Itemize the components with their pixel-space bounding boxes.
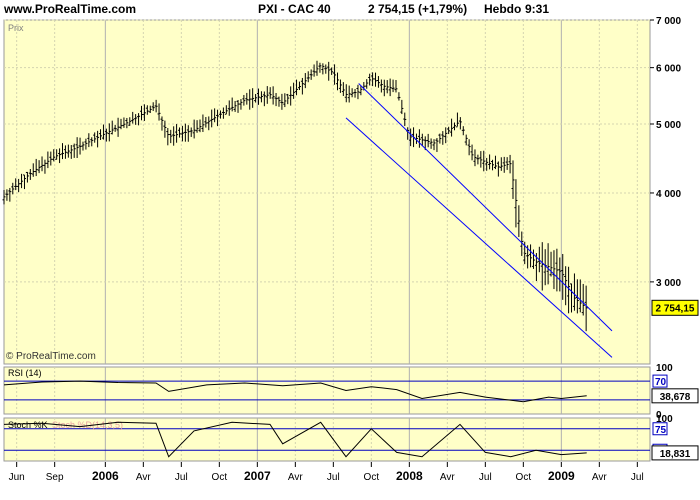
y-tick-label: 5 000 [656,120,681,131]
x-tick-label: Jun [9,472,25,483]
x-tick-label: Oct [212,472,228,483]
rsi-grid [4,367,650,414]
x-tick-label: Jul [175,472,188,483]
stoch-panel[interactable]: Stoch %K Stoch %D(14,3,5) 1007525 18,831 [3,414,699,462]
y-tick-label: 100 [656,414,673,425]
x-tick-label: 2006 [92,469,119,483]
price-bars [2,60,588,332]
price-readout: 2 754,15 (+1,79%) [368,2,468,16]
watermark: © ProRealTime.com [6,351,96,362]
instrument-name: PXI - CAC 40 [258,2,331,16]
x-tick-label: Oct [364,472,380,483]
x-tick-label: Oct [516,472,532,483]
x-tick-label: 2007 [244,469,271,483]
site-title[interactable]: www.ProRealTime.com [4,2,137,16]
rsi-last-label: 38,678 [660,392,691,403]
trend-line [345,117,613,358]
trend-line [358,83,613,332]
x-tick-label: Jul [327,472,340,483]
rsi-last-badge: 38,678 [651,388,699,404]
price-panel-label: Prix [8,23,24,33]
oscillator-line [3,380,587,403]
period-label: Hebdo [484,2,522,16]
x-tick-label: Jul [479,472,492,483]
stoch-last-badge: 18,831 [651,445,699,461]
y-tick-label: 70 [655,377,667,388]
y-tick-label: 0 [656,410,662,421]
x-tick-label: Avr [136,472,151,483]
stoch-line [3,421,587,458]
y-tick-label: 4 000 [656,189,681,200]
y-tick-label: 3 000 [656,278,681,289]
x-tick-label: Sep [46,472,64,483]
band-label-box [652,374,668,388]
x-tick-label: 2008 [396,469,423,483]
clock-time: 9:31 [525,2,550,16]
y-tick-label: 100 [656,363,673,374]
price-axis: 7 000 6 000 5 000 4 000 3 000 [650,16,681,289]
trend-lines[interactable] [345,83,613,358]
stoch-last-label: 18,831 [660,449,691,460]
rsi-line [3,380,587,403]
stoch-d-legend: Stoch %D(14,3,5) [52,420,123,430]
x-tick-label: Avr [288,472,303,483]
stoch-panel-bg [3,417,651,462]
price-panel[interactable]: Prix © ProRealTime.com 7 000 6 000 5 000 4 … [2,16,699,365]
rsi-panel[interactable]: RSI (14) 100 70 0 38,678 [3,363,699,421]
last-price-badge: 2 754,15 [651,299,699,316]
rsi-axis: 100 70 0 [652,363,673,421]
x-tick-label: Jul [631,472,644,483]
stoch-panel-label: Stoch %K [8,420,48,430]
x-tick-label: Avr [592,472,607,483]
y-tick-label: 6 000 [656,64,681,75]
x-tick-label: Avr [440,472,455,483]
last-price-label: 2 754,15 [656,303,695,314]
rsi-panel-bg [3,366,651,415]
band-label-box [652,422,668,436]
x-axis: Jun Sep 2006 Avr Jul Oct 2007 Avr Jul Oct 2008 Avr J… [9,462,644,483]
price-grid [4,19,650,364]
rsi-panel-label: RSI (14) [8,368,42,378]
y-tick-label: 75 [655,425,667,436]
x-tick-label: 2009 [548,469,575,483]
y-tick-label: 7 000 [656,16,681,27]
price-panel-bg [3,19,651,365]
oscillator-line [3,421,587,458]
